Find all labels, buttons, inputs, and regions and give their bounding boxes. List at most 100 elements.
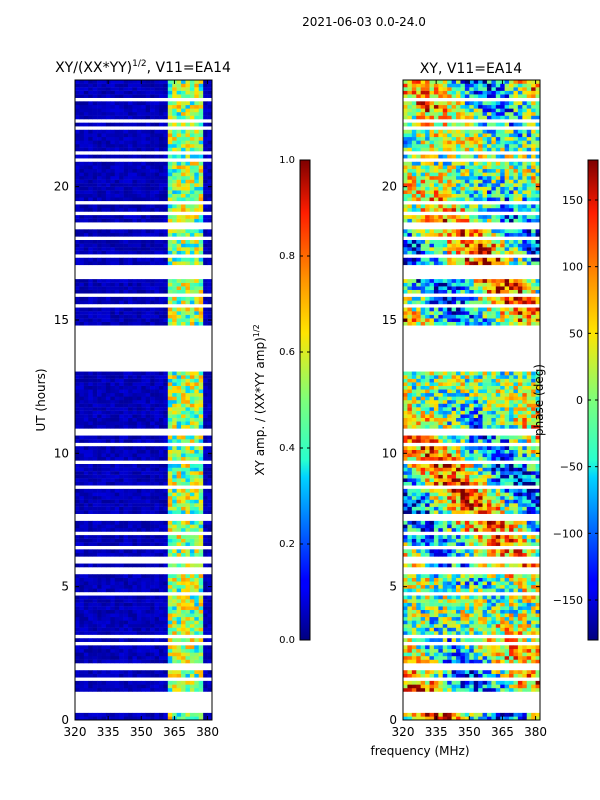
amplitude-cell [92,403,98,408]
amplitude-cell [97,133,102,138]
amplitude-cell [189,446,195,450]
amplitude-cell [172,257,177,262]
amplitude-cell [114,616,120,621]
amplitude-cell [158,314,164,319]
phase-cell [513,613,519,618]
phase-cell [473,684,479,689]
amplitude-cell [198,435,204,440]
amplitude-cell [75,424,80,429]
amplitude-cell [194,289,200,294]
amplitude-cell [88,321,93,326]
amplitude-cell [136,147,142,152]
amplitude-cell [128,439,133,443]
amplitude-cell [176,410,182,415]
amplitude-cell [83,446,89,450]
amplitude-cell [189,247,195,251]
amplitude-cell [136,549,142,554]
amplitude-cell [123,261,129,266]
amplitude-cell [194,599,200,603]
amplitude-cell [101,620,107,625]
amplitude-cell [75,577,80,582]
amplitude-cell [181,581,186,586]
amplitude-cell [119,250,124,255]
amplitude-cell [141,168,147,173]
phase-cell [403,602,408,607]
amplitude-cell [123,435,129,440]
amplitude-cell [145,282,151,287]
amplitude-cell [194,503,200,507]
amplitude-cell [101,506,107,511]
amplitude-cell [114,595,120,600]
phase-cell [433,712,439,717]
amplitude-cell [132,289,138,294]
phase-cell [447,609,452,614]
amplitude-cell [128,83,133,88]
amplitude-cell [203,680,208,685]
amplitude-cell [88,300,93,305]
amplitude-cell [163,563,169,568]
amplitude-cell [101,670,107,674]
amplitude-cell [176,190,182,194]
amplitude-cell [194,133,200,138]
amplitude-cell [119,193,124,198]
amplitude-cell [185,215,191,219]
phase-cell [469,627,475,632]
amplitude-cell [207,133,212,138]
amplitude-cell [181,439,186,443]
amplitude-cell [154,101,160,106]
amplitude-cell [207,716,212,720]
amplitude-cell [158,524,164,529]
amplitude-cell [92,492,98,497]
amplitude-cell [132,140,138,145]
amplitude-cell [207,382,212,386]
amplitude-cell [123,218,129,223]
amplitude-cell [132,524,138,529]
phase-cell [451,659,457,664]
amplitude-cell [110,133,116,138]
amplitude-cell [203,481,208,486]
amplitude-cell [176,549,182,554]
amplitude-cell [92,595,98,600]
y-tick-label: 5 [61,580,69,594]
phase-cell [433,638,439,642]
amplitude-cell [185,232,191,237]
amplitude-cell [203,574,208,578]
amplitude-cell [198,129,204,134]
amplitude-cell [158,389,164,394]
phase-cell [460,616,466,621]
amplitude-cell [97,193,102,198]
amplitude-cell [141,588,147,593]
amplitude-cell [123,414,129,418]
phase-cell [491,542,497,546]
amplitude-cell [75,154,80,159]
x-tick-label: 350 [130,725,153,739]
amplitude-cell [167,218,173,223]
amplitude-cell [154,179,160,184]
amplitude-cell [203,584,208,589]
amplitude-cell [110,581,116,586]
amplitude-cell [172,602,177,607]
amplitude-cell [83,115,89,120]
phase-cell [438,606,444,610]
amplitude-cell [92,375,98,379]
phase-cell [500,599,505,603]
phase-cell [522,627,528,632]
amplitude-cell [167,552,173,557]
phase-cell [456,606,461,610]
amplitude-cell [88,176,93,180]
amplitude-cell [141,439,147,443]
amplitude-cell [141,87,147,91]
amplitude-cell [136,574,142,578]
amplitude-cell [132,535,138,539]
phase-cell [504,638,510,642]
amplitude-cell [141,94,147,98]
amplitude-cell [92,382,98,386]
amplitude-cell [83,204,89,209]
amplitude-cell [150,588,155,593]
amplitude-cell [132,400,138,404]
amplitude-cell [141,659,147,664]
amplitude-cell [114,599,120,603]
phase-cell [451,538,457,543]
phase-cell [486,659,492,664]
amplitude-cell [79,524,85,529]
